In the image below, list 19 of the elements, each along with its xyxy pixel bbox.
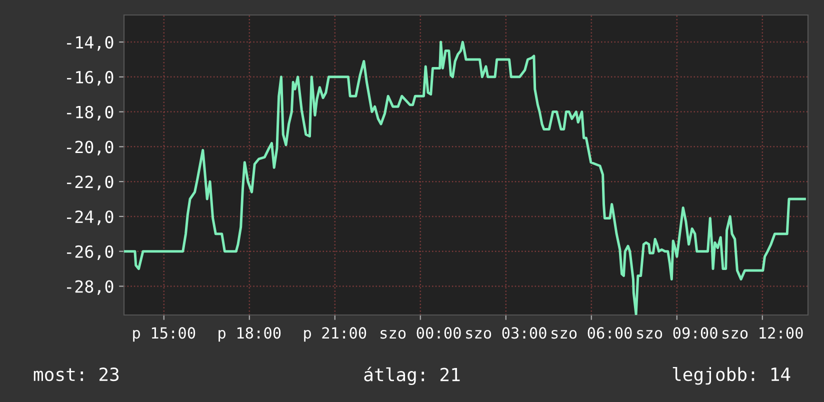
y-tick-label: -16,0	[67, 70, 114, 86]
y-tick-label: -26,0	[67, 245, 114, 260]
y-tick-label: -18,0	[67, 106, 114, 121]
text: most: 23	[34, 368, 119, 382]
x-tick-label: szo 09:00	[637, 327, 718, 339]
x-tick-label: szo 12:00	[722, 327, 803, 339]
y-tick-label: -14,0	[67, 36, 114, 51]
y-tick-label: -20,0	[67, 140, 114, 156]
text: legjobb: 14	[672, 367, 790, 385]
x-tick-label: p 21:00	[304, 327, 366, 342]
y-tick-label: -28,0	[67, 280, 114, 295]
x-tick-label: szo 00:00	[380, 327, 461, 339]
x-tick-label: p 15:00	[133, 327, 196, 342]
text: átlag: 21	[364, 366, 460, 386]
y-tick-label: -24,0	[67, 210, 114, 226]
x-tick-label: szo 03:00	[466, 327, 546, 339]
y-tick-label: -22,0	[67, 176, 114, 190]
x-tick-label: p 18:00	[218, 327, 281, 342]
x-tick-label: szo 06:00	[552, 327, 632, 339]
